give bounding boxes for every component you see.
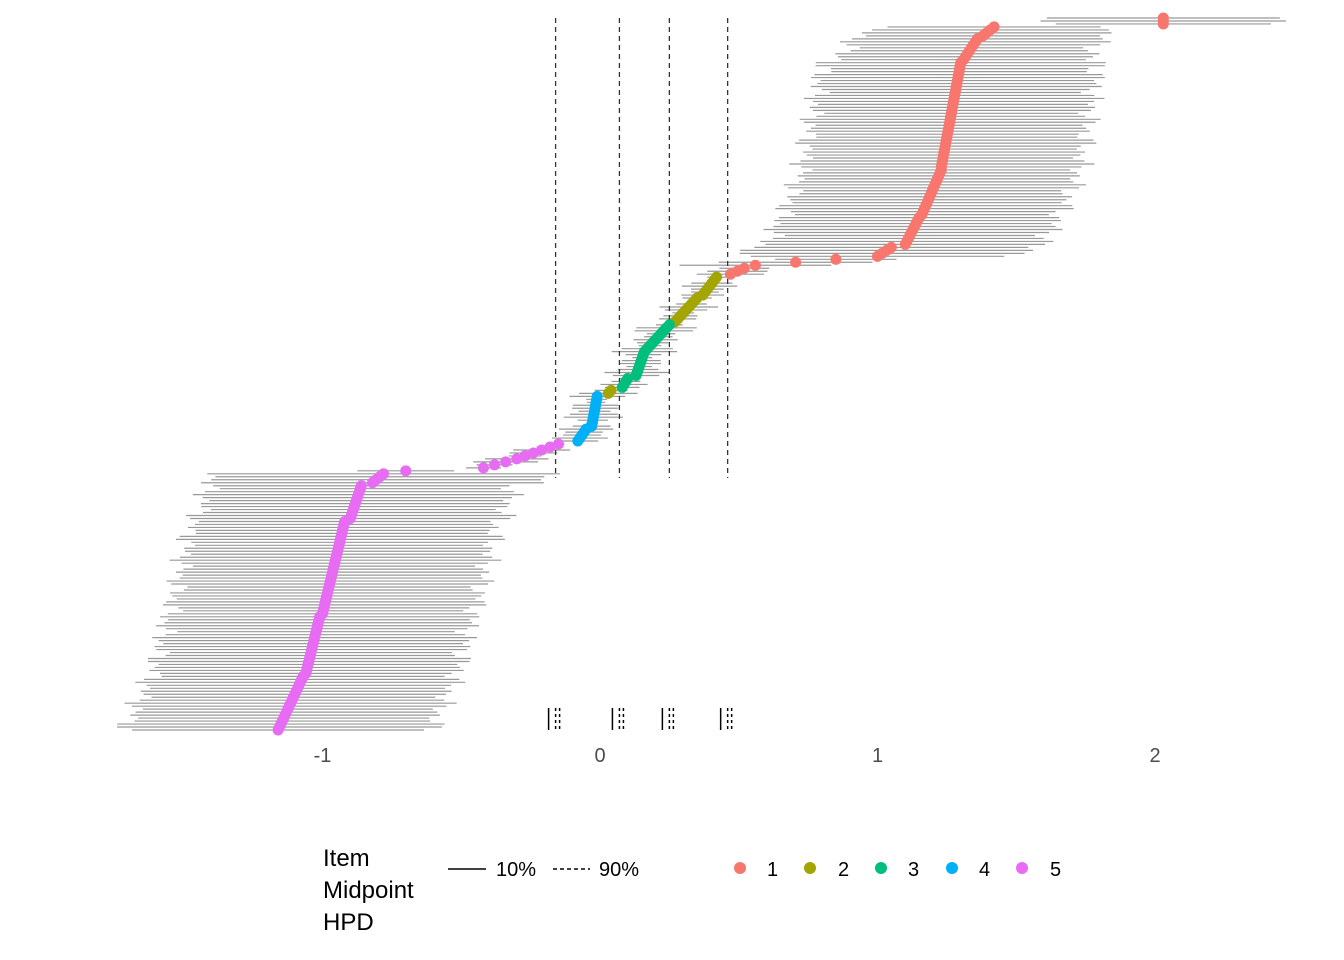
data-point-item-1 (899, 238, 911, 250)
x-tick-label: -1 (314, 745, 332, 767)
data-point-item-1 (749, 259, 761, 271)
data-point-item-5 (527, 447, 539, 459)
data-point-item-4 (572, 435, 584, 447)
legend-title-line-1: Item (323, 845, 370, 872)
data-point-item-5 (400, 465, 412, 477)
x-axis: -1 0 1 2 (314, 745, 1161, 767)
x-tick-label: 2 (1149, 745, 1160, 767)
data-point-item-5 (477, 462, 489, 474)
data-point-item-1 (790, 256, 802, 268)
legend-key-2 (804, 862, 816, 874)
legend-label-5: 5 (1050, 859, 1061, 881)
hpd-intervals (117, 17, 1287, 731)
legend-label-1: 1 (767, 859, 778, 881)
midpoint-lines (554, 18, 729, 478)
x-tick-label: 0 (594, 745, 605, 767)
legend-key-3 (875, 862, 887, 874)
data-points (272, 12, 1169, 736)
data-point-item-2 (602, 387, 614, 399)
data-point-item-5 (511, 453, 523, 465)
data-point-item-5 (272, 724, 284, 736)
legend-title-line-2: Midpoint (323, 877, 414, 904)
legend-label-90: 90% (599, 859, 639, 881)
data-point-item-3 (630, 369, 642, 381)
data-point-item-5 (544, 441, 556, 453)
data-point-item-1 (872, 250, 883, 262)
midpoint-rug (547, 708, 733, 730)
legend-key-5 (1016, 862, 1028, 874)
data-point-item-5 (552, 438, 564, 450)
legend: Item Midpoint HPD 10% 90% 1 2 3 4 5 (323, 845, 1061, 936)
legend-label-10: 10% (496, 859, 536, 881)
legend-label-2: 2 (838, 859, 849, 881)
data-point-item-5 (366, 477, 378, 489)
data-point-item-1 (830, 253, 842, 265)
legend-label-4: 4 (979, 859, 990, 881)
legend-label-3: 3 (908, 859, 919, 881)
data-point-item-5 (500, 456, 512, 468)
x-tick-label: 1 (872, 745, 883, 767)
data-point-item-3 (616, 381, 628, 393)
data-point-item-1 (724, 268, 736, 280)
legend-key-4 (946, 862, 958, 874)
legend-key-1 (734, 862, 746, 874)
data-point-item-5 (536, 444, 548, 456)
data-point-item-1 (1157, 18, 1169, 30)
data-point-item-5 (519, 450, 531, 462)
legend-title-line-3: HPD (323, 909, 374, 936)
data-point-item-5 (489, 459, 501, 471)
